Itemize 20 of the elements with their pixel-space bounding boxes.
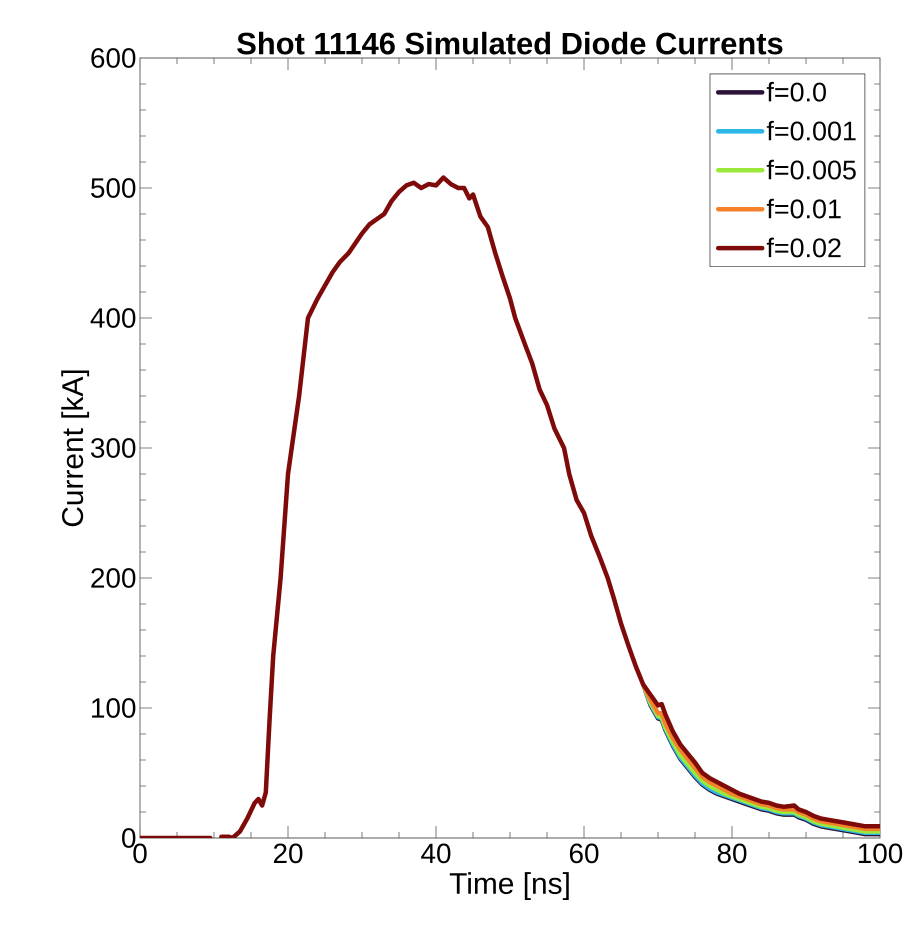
x-tick-label: 80 — [718, 844, 746, 864]
x-axis-title: Time [ns] — [450, 872, 569, 900]
y-tick-label: 500 — [91, 178, 136, 198]
legend-label: f=0.02 — [766, 238, 841, 258]
x-tick-label: 100 — [858, 844, 902, 864]
legend-label: f=0.001 — [766, 120, 856, 141]
chart-title: Shot 11146 Simulated Diode Currents — [237, 32, 782, 54]
x-tick-label: 60 — [570, 844, 598, 864]
y-tick-label: 400 — [90, 308, 136, 328]
y-axis-title: Current [kA] — [61, 370, 90, 526]
y-tick-label: 600 — [91, 48, 136, 68]
x-tick-label: 40 — [421, 844, 450, 864]
y-tick-label: 200 — [91, 568, 136, 588]
x-tick-label: 20 — [274, 844, 302, 864]
y-tick-label: 100 — [92, 698, 136, 718]
legend-label: f=0.0 — [766, 82, 826, 102]
legend-label: f=0.01 — [766, 198, 841, 218]
y-tick-label: 0 — [122, 828, 136, 848]
y-tick-label: 300 — [91, 438, 136, 458]
legend-label: f=0.005 — [766, 160, 856, 180]
